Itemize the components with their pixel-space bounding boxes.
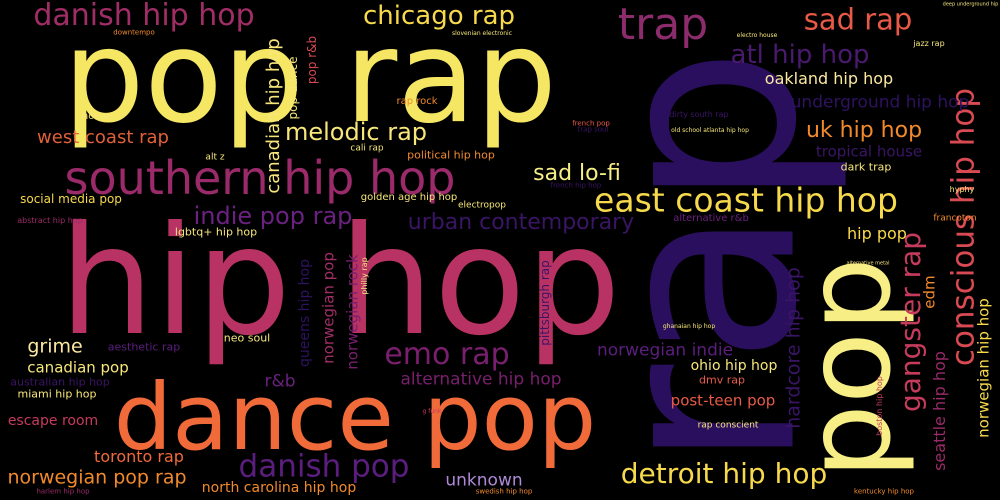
word-dance-pop: dance pop	[113, 364, 597, 471]
word-urban-contemporary: urban contemporary	[407, 210, 635, 235]
word-norwegian-pop: norwegian pop	[319, 252, 338, 364]
word-norwegian-indie: norwegian indie	[596, 340, 734, 361]
word-dark-trap: dark trap	[840, 160, 892, 174]
word-hardcore-hip-hop: hardcore hip hop	[782, 267, 805, 429]
word-electropop: electropop	[458, 200, 506, 211]
word-abstract-hip-hop: abstract hip hop	[17, 216, 83, 225]
word-alt-z: alt z	[205, 152, 225, 163]
word-unknown: unknown	[445, 470, 523, 491]
word-sad-rap: sad rap	[803, 2, 913, 37]
word-escape-room: escape room	[7, 413, 99, 429]
word-uk-hip-hop: uk hip hop	[805, 118, 923, 143]
word-canadian-hip-hop: canadian hip hop	[263, 38, 284, 194]
word-r-and-b: r&b	[264, 371, 296, 392]
word-chicago-rap: chicago rap	[362, 1, 516, 31]
word-east-coast-hip-hop: east coast hip hop	[594, 180, 898, 220]
word-danish-hip-hop: danish hip hop	[33, 0, 255, 33]
word-hip-hop: hip hop	[59, 195, 621, 369]
word-hip-pop: hip pop	[847, 224, 907, 243]
word-gangster-rap: gangster rap	[894, 231, 927, 413]
word-seattle-hip-hop: seattle hip hop	[930, 351, 949, 471]
word-west-coast-rap: west coast rap	[37, 127, 169, 148]
word-ohio-hip-hop: ohio hip hop	[690, 358, 778, 374]
word-political-hip-hop: political hip hop	[407, 148, 495, 162]
word-rap-conscient: rap conscient	[697, 420, 759, 431]
word-rap-rock: rap rock	[396, 96, 438, 107]
word-philly-rap: philly rap	[360, 257, 369, 295]
word-downtempo: downtempo	[113, 28, 155, 37]
word-detroit-hip-hop: detroit hip hop	[620, 457, 828, 490]
word-golden-age-hip-hop: golden age hip hop	[360, 192, 458, 203]
word-norwegian-pop-rap: norwegian pop rap	[7, 466, 187, 489]
word-norwegian-hip-hop: norwegian hip hop	[974, 298, 993, 438]
word-pop-dance: pop dance	[286, 56, 300, 120]
word-pop-r-and-b: pop r&b	[305, 35, 319, 85]
word-grime: grime	[27, 335, 83, 358]
word-danish-pop: danish pop	[238, 448, 410, 485]
word-oakland-hip-hop: oakland hip hop	[764, 69, 894, 88]
word-boston-hip-hop: boston hip hop	[875, 376, 884, 436]
word-australian-hip-hop: australian hip hop	[10, 375, 110, 389]
word-miami-hip-hop: miami hip hop	[17, 387, 97, 401]
word-tropical-house: tropical house	[815, 142, 923, 161]
word-social-media-pop: social media pop	[20, 192, 122, 206]
word-pop-rap: pop rap	[63, 3, 557, 152]
word-toronto-rap: toronto rap	[94, 447, 184, 466]
word-edm: edm	[920, 275, 939, 309]
word-indie-pop-rap: indie pop rap	[193, 202, 353, 230]
word-trap-soul: trap soul	[577, 125, 609, 134]
word-harlem-hip-hop: harlem hip hop	[36, 487, 90, 496]
word-alternative-r-and-b: alternative r&b	[673, 213, 749, 224]
word-queens-hip-hop: queens hip hop	[297, 258, 313, 368]
word-hyphy: hyphy	[949, 185, 975, 194]
word-jazz-rap: jazz rap	[913, 39, 945, 48]
word-pop: pop	[779, 257, 917, 479]
word-francoton: francoton	[933, 213, 977, 224]
word-kentucky-hip-hop: kentucky hip hop	[854, 487, 914, 496]
word-trap: trap	[617, 0, 709, 50]
word-dmv-rap: dmv rap	[699, 373, 745, 387]
word-lgbtq-hip-hop: lgbtq+ hip hop	[174, 225, 258, 239]
word-slovenian-electronic: slovenian electronic	[451, 30, 513, 37]
word-alternative-metal: alternative metal	[846, 260, 890, 267]
word-dirty-south-rap: dirty south rap	[669, 110, 729, 119]
word-french-hip-hop: french hip hop	[550, 181, 602, 190]
word-canadian-pop: canadian pop	[27, 358, 129, 377]
word-electro-house: electro house	[736, 32, 778, 39]
word-north-carolina-hip-hop: north carolina hip hop	[201, 480, 357, 496]
word-atl-hip-hop: atl hip hop	[730, 40, 870, 70]
word-melodic-rap: melodic rap	[284, 118, 428, 146]
word-neo-soul: neo soul	[223, 331, 271, 345]
word-pittsburgh-rap: pittsburgh rap	[538, 260, 552, 346]
word-house: house	[81, 111, 113, 122]
word-norwegian-rock: norwegian rock	[343, 254, 362, 370]
word-deep-underground-hip-hop: deep underground hip hop	[942, 1, 1000, 8]
word-sad-lo-fi: sad lo-fi	[533, 161, 621, 186]
word-emo-rap: emo rap	[384, 337, 510, 372]
word-swedish-hip-hop: swedish hip hop	[475, 487, 533, 496]
word-old-school-atlanta-hip-hop: old school atlanta hip hop	[671, 127, 749, 134]
word-french-pop: french pop	[572, 119, 610, 128]
word-post-teen-pop: post-teen pop	[670, 391, 776, 410]
word-g-funk: g funk	[422, 408, 442, 415]
word-underground-hip-hop: underground hip hop	[790, 92, 970, 113]
word-ghanaian-hip-hop: ghanaian hip hop	[662, 323, 716, 330]
word-aesthetic-rap: aesthetic rap	[107, 340, 181, 354]
word-alternative-hip-hop: alternative hip hop	[400, 369, 562, 390]
word-cali-rap: cali rap	[350, 143, 384, 154]
word-southern-hip-hop: southern hip hop	[64, 151, 456, 205]
